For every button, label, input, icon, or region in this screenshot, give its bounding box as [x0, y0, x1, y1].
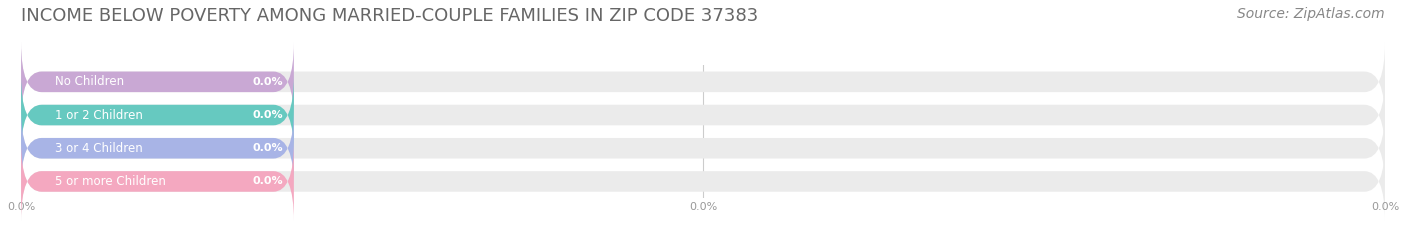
FancyBboxPatch shape	[21, 75, 1385, 154]
Text: No Children: No Children	[55, 75, 124, 88]
Text: 1 or 2 Children: 1 or 2 Children	[55, 109, 143, 122]
FancyBboxPatch shape	[21, 142, 294, 221]
Text: 0.0%: 0.0%	[252, 143, 283, 153]
Text: 3 or 4 Children: 3 or 4 Children	[55, 142, 143, 155]
FancyBboxPatch shape	[21, 142, 1385, 221]
FancyBboxPatch shape	[21, 42, 1385, 121]
FancyBboxPatch shape	[21, 109, 294, 188]
Text: 0.0%: 0.0%	[252, 110, 283, 120]
FancyBboxPatch shape	[21, 75, 294, 154]
Text: 0.0%: 0.0%	[252, 77, 283, 87]
Text: Source: ZipAtlas.com: Source: ZipAtlas.com	[1237, 7, 1385, 21]
FancyBboxPatch shape	[21, 42, 294, 121]
Text: 0.0%: 0.0%	[252, 176, 283, 186]
FancyBboxPatch shape	[21, 109, 1385, 188]
Text: 5 or more Children: 5 or more Children	[55, 175, 166, 188]
Text: INCOME BELOW POVERTY AMONG MARRIED-COUPLE FAMILIES IN ZIP CODE 37383: INCOME BELOW POVERTY AMONG MARRIED-COUPL…	[21, 7, 758, 25]
